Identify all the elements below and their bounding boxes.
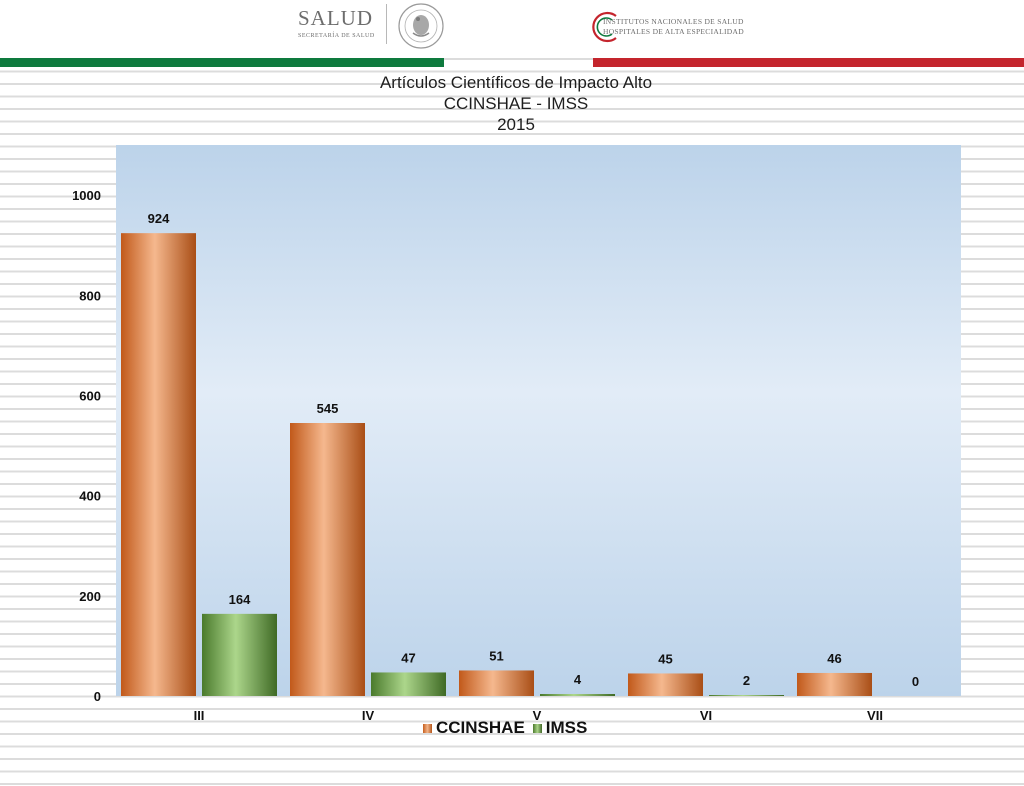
bar-ccinshae-v	[459, 670, 534, 696]
data-label-ccinshae-vii: 46	[827, 651, 841, 666]
bar-imss-v	[540, 694, 615, 696]
legend-label-imss: IMSS	[546, 718, 588, 738]
data-label-ccinshae-v: 51	[489, 648, 503, 663]
legend-swatch-imss	[533, 724, 542, 733]
x-tick-label: IV	[362, 708, 375, 723]
y-axis-ticks: 0 200 400 600 800 1000	[72, 188, 101, 704]
data-label-imss-vi: 2	[743, 673, 750, 688]
bar-imss-iv	[371, 672, 446, 696]
data-label-imss-vii: 0	[912, 674, 919, 689]
bar-ccinshae-vii	[797, 673, 872, 696]
y-tick-label: 0	[94, 689, 101, 704]
y-tick-label: 800	[79, 288, 101, 303]
x-tick-label: III	[194, 708, 205, 723]
plot-area	[116, 145, 961, 696]
data-label-imss-iii: 164	[229, 592, 251, 607]
data-label-ccinshae-vi: 45	[658, 651, 672, 666]
legend-label-ccinshae: CCINSHAE	[436, 718, 525, 738]
legend-swatch-ccinshae	[423, 724, 432, 733]
x-tick-label: VII	[867, 708, 883, 723]
bar-imss-vi	[709, 695, 784, 696]
bar-ccinshae-iii	[121, 233, 196, 696]
y-tick-label: 400	[79, 489, 101, 504]
data-label-ccinshae-iii: 924	[148, 211, 170, 226]
legend-item-ccinshae: CCINSHAE	[423, 718, 525, 738]
data-label-imss-iv: 47	[401, 650, 415, 665]
bar-imss-iii	[202, 614, 277, 696]
bar-ccinshae-iv	[290, 423, 365, 696]
x-tick-label: VI	[700, 708, 712, 723]
y-tick-label: 600	[79, 388, 101, 403]
bar-ccinshae-vi	[628, 673, 703, 696]
legend-item-imss: IMSS	[533, 718, 588, 738]
y-tick-label: 200	[79, 589, 101, 604]
y-tick-label: 1000	[72, 188, 101, 203]
data-label-ccinshae-iv: 545	[317, 401, 339, 416]
legend: CCINSHAE IMSS	[423, 717, 595, 739]
data-label-imss-v: 4	[574, 672, 582, 687]
